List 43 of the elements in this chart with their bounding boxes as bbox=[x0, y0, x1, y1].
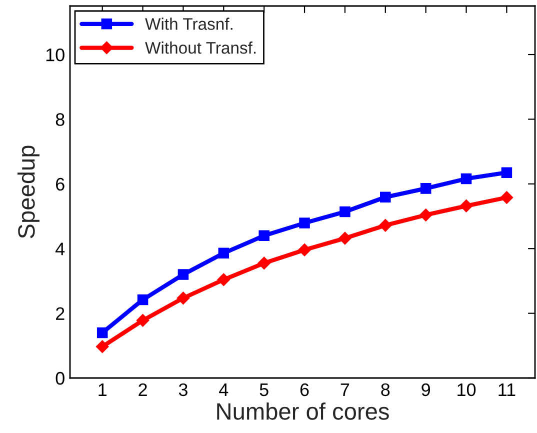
point bbox=[460, 173, 472, 184]
x-tick-label: 4 bbox=[219, 384, 228, 396]
x-tick-label: 10 bbox=[458, 383, 476, 396]
y-tick-label: 2 bbox=[56, 307, 64, 320]
x-tick-label: 5 bbox=[260, 384, 268, 396]
x-tick-label: 11 bbox=[498, 384, 516, 396]
point bbox=[420, 183, 432, 194]
point bbox=[96, 340, 109, 354]
x-axis-title: Number of cores bbox=[217, 402, 389, 420]
point bbox=[460, 199, 473, 212]
legend-label: Without Transf. bbox=[145, 42, 256, 54]
point bbox=[298, 243, 311, 256]
point bbox=[258, 256, 270, 270]
point bbox=[176, 292, 190, 305]
point bbox=[338, 232, 352, 245]
point bbox=[501, 167, 512, 178]
point bbox=[178, 269, 189, 280]
point bbox=[500, 191, 514, 204]
point bbox=[96, 327, 108, 338]
x-tick-label: 9 bbox=[422, 383, 430, 396]
x-tick-label: 2 bbox=[138, 383, 147, 396]
point bbox=[137, 294, 148, 306]
point bbox=[136, 314, 150, 327]
point bbox=[380, 192, 391, 203]
y-axis-title: Speedup bbox=[17, 146, 40, 238]
y-tick-label: 6 bbox=[56, 178, 64, 191]
point bbox=[258, 230, 270, 242]
x-tick-label: 3 bbox=[178, 383, 188, 396]
point bbox=[419, 208, 432, 222]
x-tick-label: 7 bbox=[340, 384, 350, 396]
point bbox=[378, 218, 392, 232]
point bbox=[217, 273, 230, 286]
y-tick-label: 8 bbox=[56, 113, 64, 126]
point bbox=[340, 206, 350, 218]
point bbox=[218, 248, 230, 259]
x-tick-label: 8 bbox=[381, 383, 390, 396]
y-tick-label: 4 bbox=[56, 242, 65, 256]
y-tick-label: 10 bbox=[46, 48, 64, 62]
y-tick-label: 0 bbox=[56, 372, 64, 385]
legend-label: With Trasnf. bbox=[145, 18, 232, 30]
x-tick-label: 1 bbox=[98, 384, 106, 396]
point bbox=[299, 218, 310, 228]
x-tick-label: 6 bbox=[300, 383, 309, 396]
